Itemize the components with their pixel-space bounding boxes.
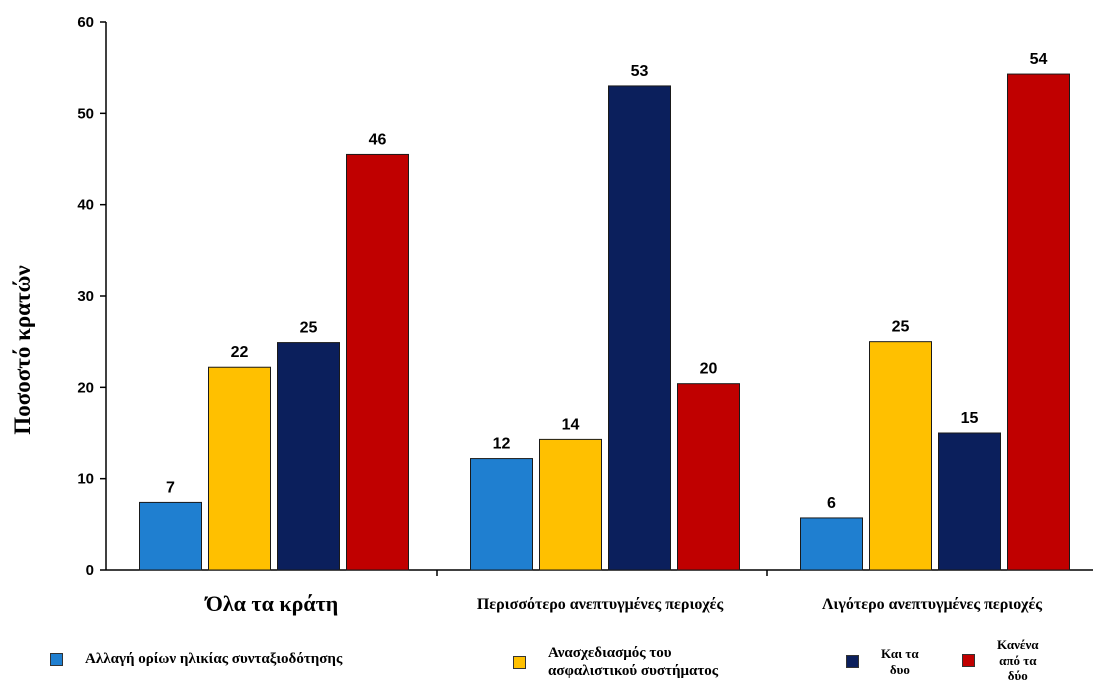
bar-3-1 bbox=[801, 518, 863, 570]
data-label: 7 bbox=[166, 479, 175, 496]
bar-1-2 bbox=[209, 367, 271, 570]
data-label: 25 bbox=[892, 319, 910, 336]
data-label: 15 bbox=[961, 410, 979, 427]
y-tick-label: 60 bbox=[77, 14, 94, 31]
data-label: 14 bbox=[562, 416, 580, 433]
x-axis bbox=[106, 570, 1093, 576]
x-category-label: Περισσότερο ανεπτυγμένες περιοχές bbox=[477, 596, 724, 613]
y-axis: 0 10 20 30 40 50 60 bbox=[77, 14, 106, 579]
y-tick-label: 20 bbox=[77, 379, 94, 396]
bar-1-4 bbox=[347, 154, 409, 570]
bar-1-1 bbox=[140, 502, 202, 570]
data-label: 25 bbox=[300, 320, 318, 337]
category-labels: Όλα τα κράτη Περισσότερο ανεπτυγμένες περ… bbox=[204, 591, 1043, 616]
y-tick-label: 50 bbox=[77, 105, 94, 122]
data-label: 46 bbox=[369, 131, 387, 148]
data-label: 12 bbox=[493, 436, 511, 453]
y-tick-label: 0 bbox=[86, 562, 94, 579]
bars: 7 22 25 46 12 14 53 20 6 25 15 54 bbox=[140, 51, 1070, 570]
data-label: 20 bbox=[700, 361, 718, 378]
bar-1-3 bbox=[278, 343, 340, 570]
x-category-label: Λιγότερο ανεπτυγμένες περιοχές bbox=[822, 596, 1042, 613]
y-tick-label: 10 bbox=[77, 471, 94, 488]
bar-3-2 bbox=[870, 342, 932, 570]
bar-2-1 bbox=[471, 459, 533, 570]
data-label: 54 bbox=[1030, 51, 1048, 68]
x-category-label: Όλα τα κράτη bbox=[204, 591, 339, 616]
data-label: 6 bbox=[827, 495, 836, 512]
bar-2-4 bbox=[678, 384, 740, 570]
bar-2-3 bbox=[609, 86, 671, 570]
bar-2-2 bbox=[540, 439, 602, 570]
data-label: 53 bbox=[631, 63, 649, 80]
y-tick-label: 40 bbox=[77, 197, 94, 214]
y-tick-label: 30 bbox=[77, 288, 94, 305]
data-label: 22 bbox=[231, 344, 249, 361]
bar-3-3 bbox=[939, 433, 1001, 570]
bar-3-4 bbox=[1008, 74, 1070, 570]
y-axis-label: Ποσοστό κρατών bbox=[10, 265, 35, 434]
